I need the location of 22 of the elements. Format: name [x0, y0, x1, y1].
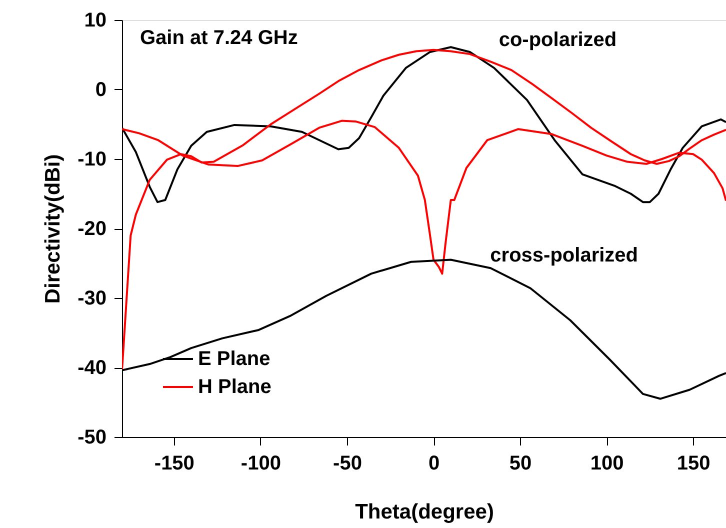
legend-label: E Plane [198, 348, 270, 370]
y-tick-label: -30 [78, 288, 106, 310]
y-axis-title: Directivity(dBi) [42, 154, 65, 304]
x-tick-label: 100 [590, 452, 624, 474]
x-tick-label: -100 [240, 452, 281, 474]
annotation: co-polarized [498, 28, 617, 51]
x-tick-label: 50 [509, 452, 532, 474]
line-series [122, 48, 726, 372]
annotation: cross-polarized [490, 244, 638, 266]
y-tick-label: -20 [78, 218, 106, 240]
x-tick-label: -50 [333, 452, 362, 474]
y-tick-label: -50 [78, 426, 106, 448]
legend-label: H Plane [198, 376, 272, 398]
y-tick-label: 10 [84, 10, 106, 32]
x-tick-label: 0 [428, 452, 440, 474]
y-tick-label: -10 [78, 148, 106, 170]
x-axis-title: Theta(degree) [355, 500, 494, 524]
x-tick-label: -150 [154, 452, 194, 474]
x-tick-label: 150 [676, 452, 710, 474]
y-tick-label: 0 [95, 79, 106, 101]
annotation: Gain at 7.24 GHz [140, 27, 298, 49]
y-tick-label: -40 [78, 357, 106, 379]
